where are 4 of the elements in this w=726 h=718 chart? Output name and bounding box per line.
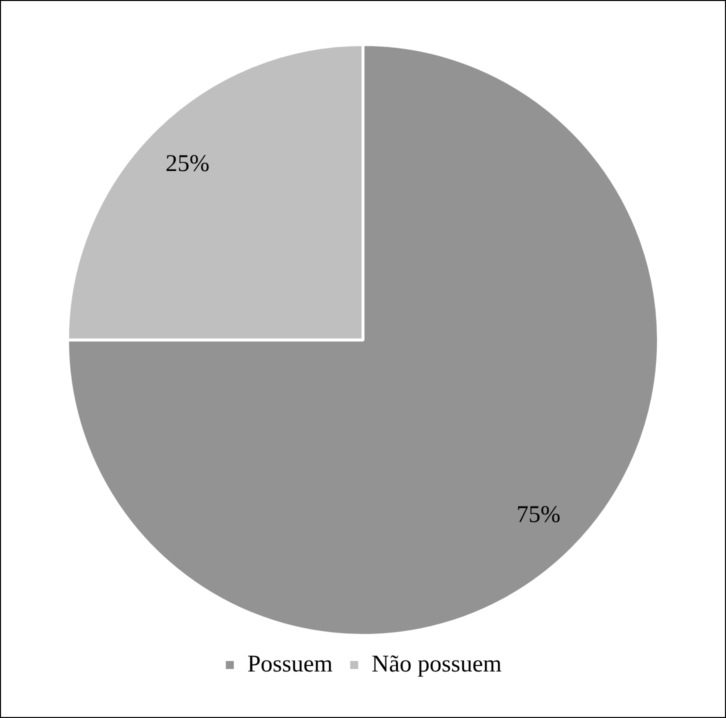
data-label: 25% [165,150,210,177]
legend-label: Não possuem [372,651,502,678]
legend-label: Possuem [247,651,334,678]
data-label: 75% [516,502,561,528]
